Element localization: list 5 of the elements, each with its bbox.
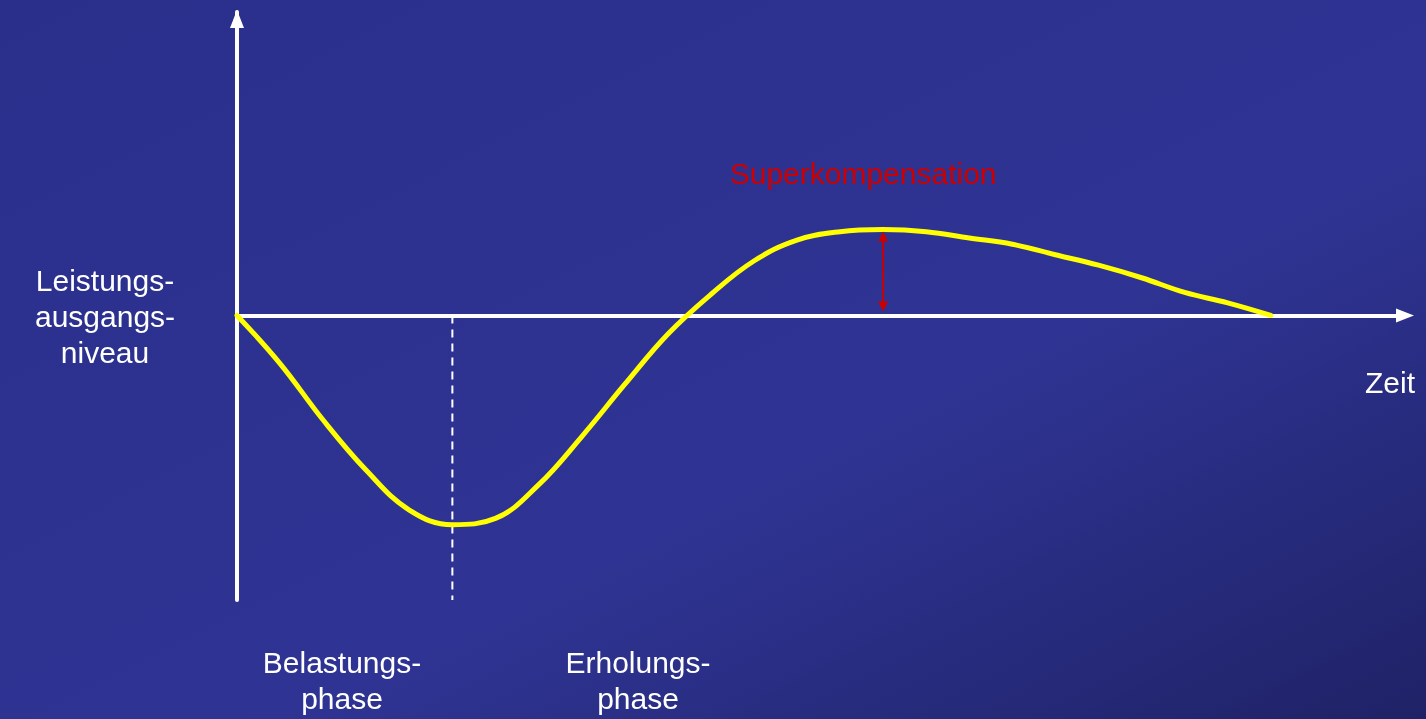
- y-axis-title: Leistungs- ausgangs- niveau: [34, 263, 176, 369]
- text: Erholungs- phase: [565, 645, 711, 715]
- text: Superkompensation: [729, 156, 997, 190]
- x-axis-title: Zeit: [1364, 365, 1416, 399]
- text: Belastungs- phase: [262, 645, 422, 715]
